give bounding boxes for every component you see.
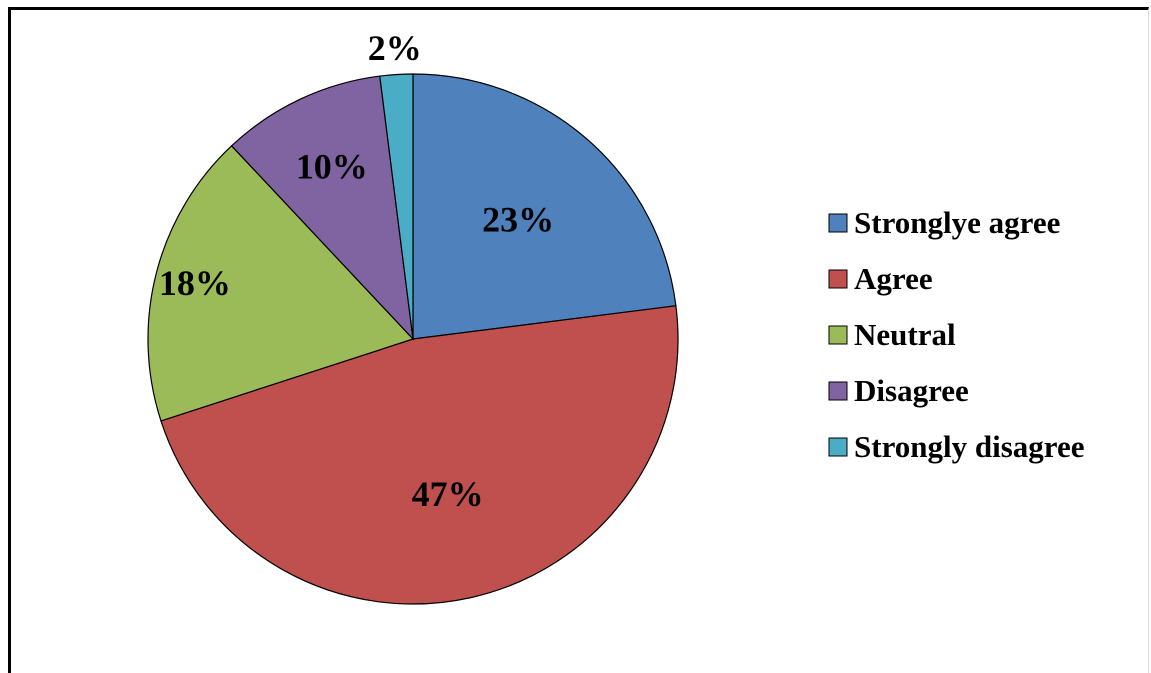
legend-label-disagree: Disagree bbox=[854, 373, 969, 408]
pie-slice-agree bbox=[160, 305, 679, 605]
data-label-agree: 47% bbox=[412, 474, 484, 514]
legend-swatch-stronglye-agree bbox=[828, 213, 848, 233]
data-label-disagree: 10% bbox=[296, 146, 368, 186]
data-label-neutral: 18% bbox=[159, 263, 231, 303]
pie-slice-neutral bbox=[147, 144, 415, 422]
legend-label-stronglye-agree: Stronglye agree bbox=[854, 205, 1060, 240]
pie-slice-strongly-disagree bbox=[379, 73, 414, 340]
legend-swatch-agree bbox=[828, 269, 848, 289]
legend-swatch-strongly-disagree bbox=[828, 437, 848, 457]
legend-label-strongly-disagree: Strongly disagree bbox=[854, 429, 1085, 464]
pie-slices bbox=[147, 73, 679, 605]
legend-label-neutral: Neutral bbox=[854, 317, 956, 352]
legend-label-agree: Agree bbox=[854, 261, 933, 296]
pie-slice-disagree bbox=[230, 75, 414, 341]
pie-slice-stronglye-agree bbox=[412, 73, 677, 340]
data-label-stronglye-agree: 23% bbox=[482, 200, 554, 240]
legend-swatch-disagree bbox=[828, 381, 848, 401]
data-label-strongly-disagree: 2% bbox=[368, 28, 422, 68]
pie-data-labels: 23% 47% 18% 10% 2% bbox=[159, 28, 554, 514]
chart-legend: Stronglye agree Agree Neutral Disagree Stron… bbox=[828, 205, 1085, 464]
legend-swatch-neutral bbox=[828, 325, 848, 345]
